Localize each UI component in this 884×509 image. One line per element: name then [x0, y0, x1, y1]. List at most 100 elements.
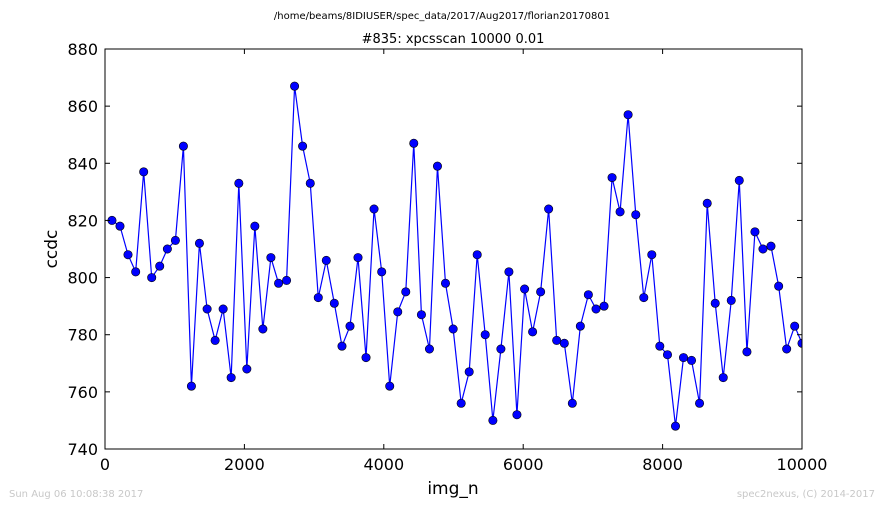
data-point — [250, 221, 260, 231]
data-point — [258, 324, 268, 334]
data-point — [575, 321, 585, 331]
data-point — [298, 141, 308, 151]
data-point — [687, 355, 697, 365]
data-point — [305, 178, 315, 188]
data-point — [710, 298, 720, 308]
data-point — [774, 281, 784, 291]
data-point — [599, 301, 609, 311]
data-point — [552, 335, 562, 345]
data-point — [131, 267, 141, 277]
y-axis-label: ccdc — [42, 230, 62, 269]
data-point — [424, 344, 434, 354]
y-tick-label: 740 — [67, 440, 98, 459]
data-point — [401, 287, 411, 297]
data-point — [631, 210, 641, 220]
data-point — [536, 287, 546, 297]
data-point — [186, 381, 196, 391]
data-point — [377, 267, 387, 277]
x-tick-label: 8000 — [642, 455, 683, 474]
data-point — [583, 290, 593, 300]
data-point — [758, 244, 768, 254]
data-point — [416, 310, 426, 320]
data-point — [329, 298, 339, 308]
data-point — [440, 278, 450, 288]
data-point — [623, 110, 633, 120]
y-tick-label: 840 — [67, 154, 98, 173]
data-point — [361, 353, 371, 363]
data-point — [147, 273, 157, 283]
ticks-layer: 0 2000 4000 6000 8000 10000 740 760 780 800 820 840… — [67, 40, 827, 474]
data-point — [464, 367, 474, 377]
data-point — [766, 241, 776, 251]
data-point — [123, 250, 133, 260]
data-point — [202, 304, 212, 314]
data-point — [393, 307, 403, 317]
data-point — [726, 295, 736, 305]
data-point — [155, 261, 165, 271]
data-point — [742, 347, 752, 357]
data-point — [496, 344, 506, 354]
data-point — [337, 341, 347, 351]
data-point — [695, 398, 705, 408]
data-point — [488, 415, 498, 425]
data-point — [210, 335, 220, 345]
data-point — [162, 244, 172, 254]
data-point — [345, 321, 355, 331]
data-point — [718, 373, 728, 383]
data-point — [559, 338, 569, 348]
data-point — [679, 353, 689, 363]
plot-layer — [107, 81, 802, 431]
data-point — [607, 173, 617, 183]
data-point — [409, 138, 419, 148]
y-tick-label: 880 — [67, 40, 98, 59]
y-tick-label: 780 — [67, 326, 98, 345]
data-point — [544, 204, 554, 214]
data-point — [702, 198, 712, 208]
data-point — [615, 207, 625, 217]
data-point — [282, 275, 292, 285]
data-point — [591, 304, 601, 314]
data-point — [790, 321, 800, 331]
footer-timestamp: Sun Aug 06 10:08:38 2017 — [9, 489, 143, 500]
data-point — [639, 293, 649, 303]
x-tick-label: 0 — [100, 455, 110, 474]
data-point — [456, 398, 466, 408]
footer-credit: spec2nexus, (C) 2014-2017 — [737, 489, 875, 500]
data-point — [647, 250, 657, 260]
data-point — [242, 364, 252, 374]
chart-title: #835: xpcsscan 10000 0.01 — [362, 32, 545, 47]
x-tick-label: 10000 — [777, 455, 828, 474]
figure-suptitle: /home/beams/8IDIUSER/spec_data/2017/Aug2… — [274, 11, 610, 22]
data-point — [512, 410, 522, 420]
data-point — [567, 398, 577, 408]
y-tick-label: 820 — [67, 211, 98, 230]
data-point — [662, 350, 672, 360]
data-point — [115, 221, 125, 231]
plot-frame — [104, 48, 803, 450]
data-point — [655, 341, 665, 351]
data-point — [274, 278, 284, 288]
data-point — [178, 141, 188, 151]
data-point — [226, 373, 236, 383]
data-point — [750, 227, 760, 237]
data-point — [472, 250, 482, 260]
y-tick-label: 800 — [67, 269, 98, 288]
data-point — [504, 267, 514, 277]
data-point — [194, 238, 204, 248]
y-tick-label: 760 — [67, 383, 98, 402]
data-point — [432, 161, 442, 171]
series-line — [111, 86, 802, 427]
data-point — [369, 204, 379, 214]
x-axis-label: img_n — [427, 479, 478, 499]
data-point — [782, 344, 792, 354]
data-point — [139, 167, 149, 177]
data-point — [170, 235, 180, 245]
data-point — [734, 175, 744, 185]
data-point — [353, 253, 363, 263]
data-point — [218, 304, 228, 314]
data-point — [234, 178, 244, 188]
data-point — [385, 381, 395, 391]
x-tick-label: 2000 — [224, 455, 265, 474]
data-point — [480, 330, 490, 340]
